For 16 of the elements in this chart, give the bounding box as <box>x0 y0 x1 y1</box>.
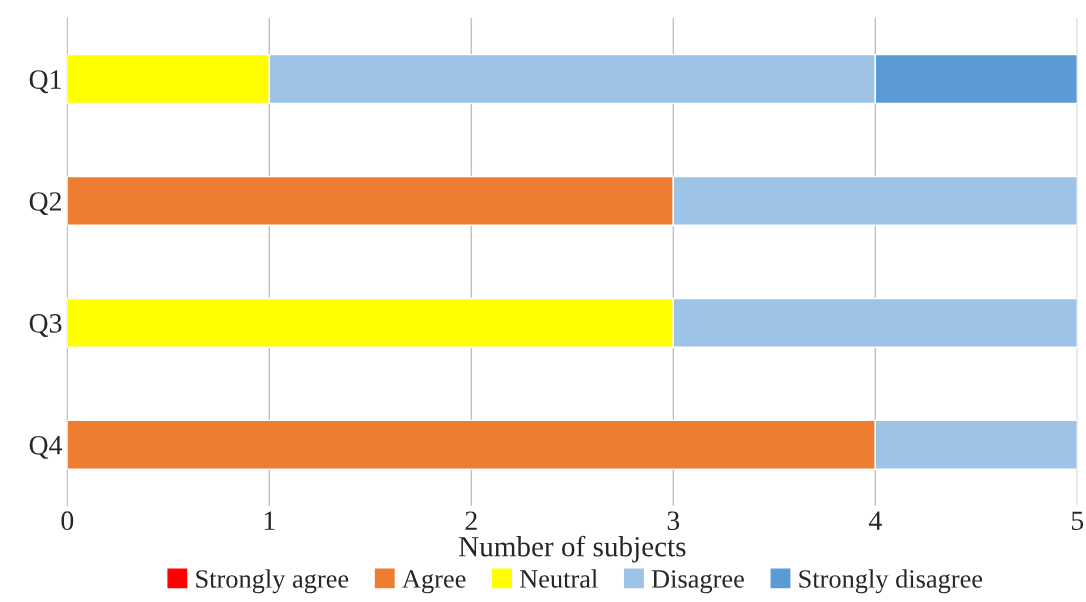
legend-label: Disagree <box>651 570 744 594</box>
legend-label: Agree <box>402 570 466 594</box>
y-tick-label: Q4 <box>29 435 63 459</box>
x-tick-label: 4 <box>868 511 882 530</box>
x-tick-label: 0 <box>61 511 74 531</box>
y-tick-label: Q2 <box>29 192 61 216</box>
y-tick-label: Q1 <box>29 70 61 94</box>
x-axis-title: Number of subjects <box>458 535 686 563</box>
x-tick-label: 1 <box>264 511 275 530</box>
legend-label: Strongly agree <box>196 569 349 594</box>
legend-label: Neutral <box>519 569 598 588</box>
x-tick-label: 3 <box>667 511 680 531</box>
y-tick-label: Q3 <box>29 314 62 337</box>
legend-label: Strongly disagree <box>799 569 983 594</box>
x-tick-label: 2 <box>465 511 477 530</box>
x-tick-label: 5 <box>1071 511 1084 531</box>
